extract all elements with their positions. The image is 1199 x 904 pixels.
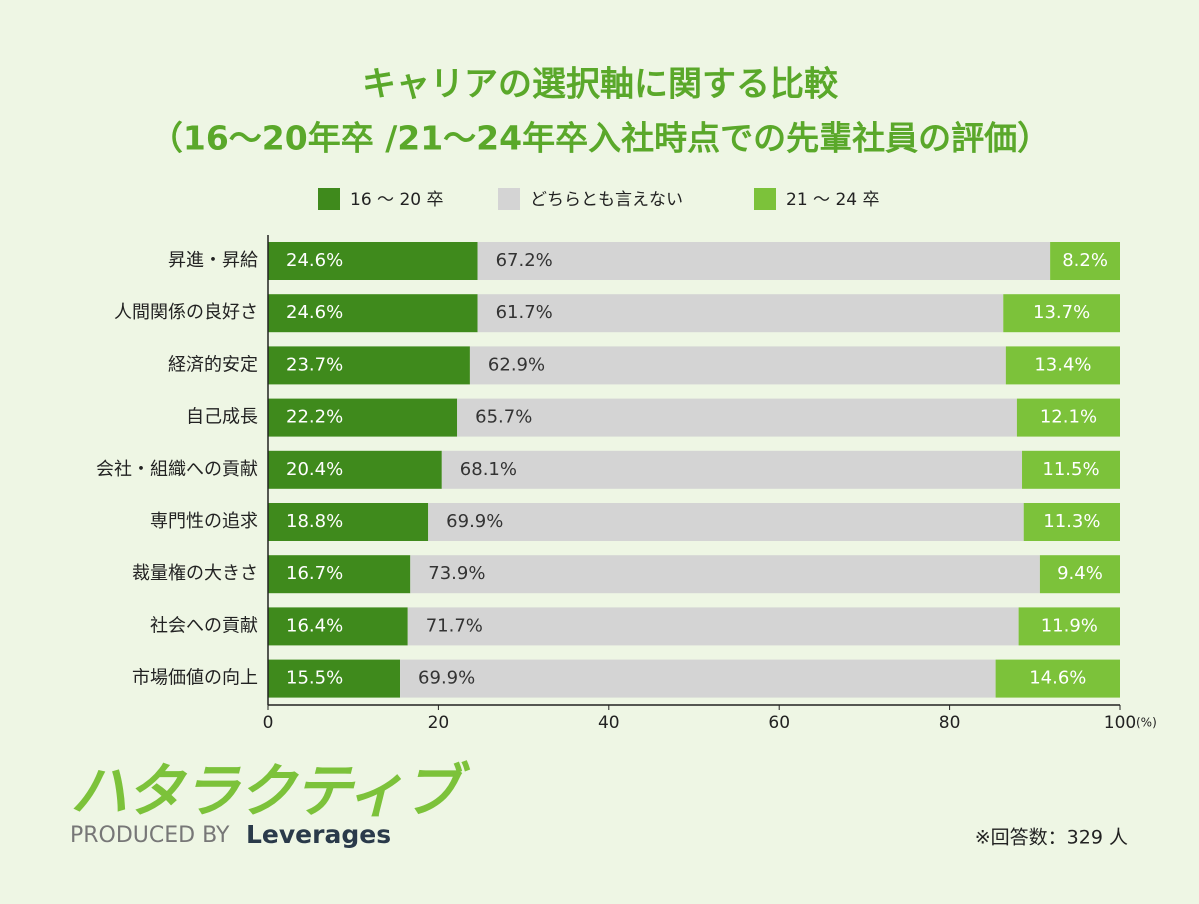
bar-segment bbox=[268, 294, 478, 333]
bar-segment bbox=[441, 450, 1023, 489]
x-tick-label: 80 bbox=[939, 713, 961, 733]
data-label: 24.6% bbox=[286, 302, 343, 323]
data-label: 16.4% bbox=[286, 615, 343, 636]
bar-segment bbox=[1018, 607, 1120, 646]
bar-segment bbox=[457, 398, 1017, 437]
data-label: 65.7% bbox=[475, 407, 532, 428]
data-label: 8.2% bbox=[1062, 250, 1108, 271]
data-label: 13.4% bbox=[1034, 354, 1091, 375]
data-label: 68.1% bbox=[460, 459, 517, 480]
bar-segment bbox=[477, 294, 1004, 333]
logo: ハタラクティブ bbox=[70, 757, 471, 825]
bar-segment bbox=[268, 242, 478, 280]
data-label: 9.4% bbox=[1057, 563, 1103, 584]
bar-segment bbox=[410, 555, 1040, 594]
bar-segment bbox=[995, 659, 1120, 698]
data-label: 18.8% bbox=[286, 511, 343, 532]
data-label: 22.2% bbox=[286, 407, 343, 428]
data-label: 11.9% bbox=[1041, 615, 1098, 636]
bar-segment bbox=[1039, 555, 1120, 594]
data-label: 13.7% bbox=[1033, 302, 1090, 323]
data-label: 71.7% bbox=[426, 615, 483, 636]
chart-subtitle: （16～20年卒 /21～24年卒入社時点での先輩社員の評価） bbox=[150, 119, 1050, 158]
x-tick-label: 0 bbox=[263, 713, 274, 733]
data-label: 11.3% bbox=[1043, 511, 1100, 532]
legend-swatch bbox=[498, 188, 520, 210]
y-tick-label: 人間関係の良好さ bbox=[114, 302, 258, 323]
y-tick-label: 市場価値の向上 bbox=[132, 668, 258, 689]
legend-label: 21 ～ 24 卒 bbox=[786, 190, 879, 210]
data-label: 23.7% bbox=[286, 354, 343, 375]
bar-segment bbox=[268, 607, 408, 646]
data-label: 67.2% bbox=[496, 250, 553, 271]
data-label: 16.7% bbox=[286, 563, 343, 584]
bar-segment bbox=[1003, 294, 1120, 333]
y-tick-label: 経済的安定 bbox=[168, 354, 258, 375]
bar-segment bbox=[477, 242, 1051, 280]
x-tick-label: 20 bbox=[428, 713, 450, 733]
y-tick-label: 昇進・昇給 bbox=[168, 250, 258, 271]
x-tick-label: 100 bbox=[1104, 713, 1136, 733]
bar-segment bbox=[1005, 346, 1120, 385]
y-tick-label: 自己成長 bbox=[186, 407, 258, 428]
company: Leverages bbox=[246, 820, 391, 849]
bar-segment bbox=[407, 607, 1019, 646]
bar-segment bbox=[268, 346, 470, 385]
bar-segment bbox=[1023, 503, 1120, 541]
data-label: 14.6% bbox=[1029, 668, 1086, 689]
y-tick-label: 裁量権の大きさ bbox=[132, 563, 258, 584]
y-tick-label: 専門性の追求 bbox=[150, 511, 258, 532]
bar-segment bbox=[268, 659, 401, 698]
bar-segment bbox=[1050, 242, 1120, 280]
data-label: 61.7% bbox=[496, 302, 553, 323]
x-tick-label: 40 bbox=[598, 713, 620, 733]
produced-by: PRODUCED BY bbox=[70, 823, 230, 848]
bar-segment bbox=[268, 450, 442, 489]
data-label: 12.1% bbox=[1040, 407, 1097, 428]
y-tick-label: 社会への貢献 bbox=[150, 615, 258, 636]
x-tick-label: 60 bbox=[768, 713, 790, 733]
bar-segment bbox=[268, 555, 411, 594]
bar-segment bbox=[268, 398, 458, 437]
data-label: 24.6% bbox=[286, 250, 343, 271]
chart-title: キャリアの選択軸に関する比較 bbox=[362, 65, 839, 105]
data-label: 69.9% bbox=[446, 511, 503, 532]
data-label: 73.9% bbox=[428, 563, 485, 584]
bar-segment bbox=[268, 503, 429, 541]
bar-segment bbox=[469, 346, 1006, 385]
legend-label: どちらとも言えない bbox=[530, 190, 683, 210]
note: ※回答数：329 人 bbox=[975, 827, 1128, 849]
bar-segment bbox=[1022, 450, 1120, 489]
bar-segment bbox=[400, 659, 996, 698]
bar-segment bbox=[428, 503, 1024, 541]
legend-swatch bbox=[318, 188, 340, 210]
data-label: 62.9% bbox=[488, 354, 545, 375]
legend-label: 16 ～ 20 卒 bbox=[350, 190, 443, 210]
data-label: 69.9% bbox=[418, 668, 475, 689]
data-label: 15.5% bbox=[286, 668, 343, 689]
data-label: 20.4% bbox=[286, 459, 343, 480]
legend-swatch bbox=[754, 188, 776, 210]
y-tick-label: 会社・組織への貢献 bbox=[96, 459, 258, 480]
x-unit: (%) bbox=[1136, 716, 1157, 730]
bar-segment bbox=[1016, 398, 1120, 437]
data-label: 11.5% bbox=[1042, 459, 1099, 480]
